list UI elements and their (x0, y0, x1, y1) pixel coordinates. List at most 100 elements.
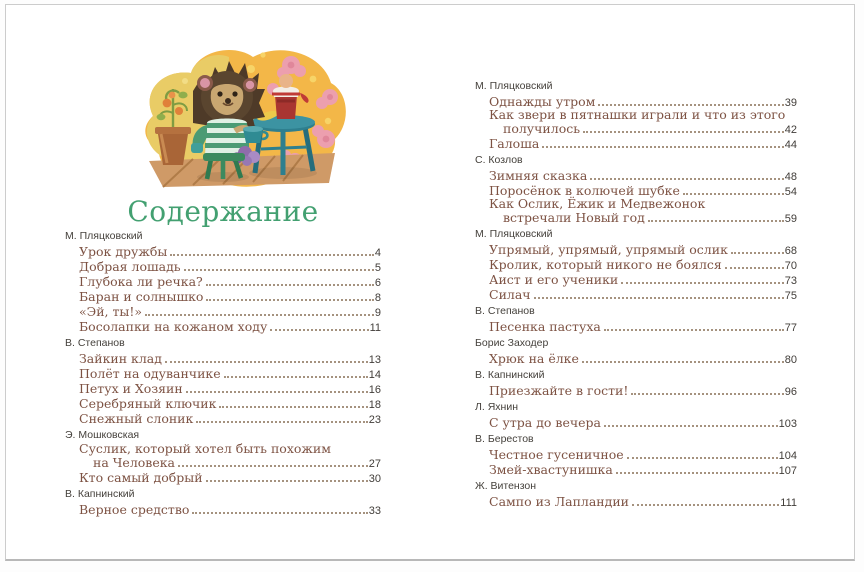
entry-title: Босолапки на кожаном ходу (79, 319, 268, 334)
dot-leader (164, 361, 368, 363)
toc-author: М. Пляцковский (475, 80, 553, 92)
entry-title: Глубока ли речка? (79, 274, 203, 289)
page-number: 11 (369, 322, 381, 334)
side-stool (249, 74, 317, 179)
dot-leader (223, 376, 368, 378)
entry-title: Упрямый, упрямый, упрямый ослик (489, 242, 728, 257)
page-number: 44 (784, 139, 797, 151)
toc-entry-row: Силач 75 (489, 287, 797, 302)
toc-column-right: М. Пляцковский Однажды утром 39 Как звери в… (475, 79, 797, 509)
toc-group: В. Капнинский Верное средство 33 (65, 487, 381, 517)
toc-entry: Как звери в пятнашки играли и что из это… (489, 107, 797, 136)
hedgehog-illustration (123, 31, 349, 191)
toc-group: Э. Мошковская Суслик, который хотел быть … (65, 428, 381, 485)
page-number: 9 (374, 307, 381, 319)
toc-author: В. Берестов (475, 433, 534, 445)
toc-entry-row: Кто самый добрый 30 (79, 470, 381, 485)
toc-entry: Суслик, который хотел быть похожим на Чел… (79, 441, 381, 470)
toc-entry-row: Снежный слоник 23 (79, 411, 381, 426)
toc-column-left: Содержание М. Пляцковский Урок дружбы 4 Доб… (65, 5, 381, 517)
entry-title: Однажды утром (489, 94, 596, 109)
entry-title: Суслик, который хотел быть похожим (79, 441, 331, 456)
toc-items: Упрямый, упрямый, упрямый ослик 68 Кролик,… (475, 242, 797, 302)
dot-leader (206, 299, 374, 301)
toc-entry: Кролик, который никого не боялся 70 (489, 257, 797, 272)
page-number: 75 (784, 290, 797, 302)
entry-title: Кто самый добрый (79, 470, 203, 485)
page-number: 14 (368, 369, 381, 381)
dot-leader (183, 269, 374, 271)
toc-entry: Полёт на одуванчике 14 (79, 366, 381, 381)
dot-leader (145, 314, 374, 316)
toc-entry-row: Верное средство 33 (79, 502, 381, 517)
hedgehog-stool (197, 153, 249, 182)
page-number: 8 (374, 292, 381, 304)
dot-leader (219, 406, 368, 408)
entry-title: Добрая лошадь (79, 259, 181, 274)
toc-entry: Упрямый, упрямый, упрямый ослик 68 (489, 242, 797, 257)
page-number: 13 (368, 354, 381, 366)
dot-leader (185, 391, 368, 393)
toc-entry: Босолапки на кожаном ходу 11 (79, 319, 381, 334)
page-number: 103 (778, 418, 797, 430)
toc-entry: Глубока ли речка? 6 (79, 274, 381, 289)
toc-group: В. Степанов Зайкин клад 13 Полёт на одуванч… (65, 336, 381, 426)
dot-leader (196, 421, 368, 423)
dot-leader (603, 425, 778, 427)
banana (257, 111, 281, 121)
toc-items: Зимняя сказка 48 Поросёнок в колючей шубке… (475, 168, 797, 225)
dot-leader (192, 512, 368, 514)
entry-title: Полёт на одуванчике (79, 366, 221, 381)
dot-leader (615, 472, 778, 474)
dot-leader (583, 131, 784, 133)
toc-entry: Честное гусеничное 104 (489, 447, 797, 462)
toc-entry-row: Сампо из Лапландии 111 (489, 494, 797, 509)
entry-title: Приезжайте в гости! (489, 383, 629, 398)
toc-group: М. Пляцковский Урок дружбы 4 Добрая лошадь 5… (65, 229, 381, 334)
teacup (243, 126, 269, 143)
toc-entry: Верное средство 33 (79, 502, 381, 517)
toc-entry-row: получилось 42 (489, 121, 797, 136)
toc-entry: Как Ослик, Ёжик и Медвежонок встречали Но… (489, 197, 797, 225)
toc-entry-row: Добрая лошадь 5 (79, 259, 381, 274)
toc-entry: Однажды утром 39 (489, 94, 797, 109)
toc-entry-row: Урок дружбы 4 (79, 244, 381, 259)
entry-title: Зимняя сказка (489, 168, 588, 183)
toc-author: Л. Яхнин (475, 401, 519, 413)
toc-items: Зайкин клад 13 Полёт на одуванчике 14 Петух … (65, 351, 381, 426)
page-number: 48 (784, 171, 797, 183)
toc-entry: Аист и его ученики 73 (489, 272, 797, 287)
entry-title: Петух и Хозяин (79, 381, 183, 396)
dot-leader (205, 480, 368, 482)
entry-title: Кролик, который никого не боялся (489, 257, 722, 272)
toc-list-left: М. Пляцковский Урок дружбы 4 Добрая лошадь 5… (65, 229, 381, 517)
entry-title: на Человека (93, 455, 175, 470)
toc-items: Однажды утром 39 Как звери в пятнашки игра… (475, 94, 797, 151)
entry-title: Поросёнок в колючей шубке (489, 183, 680, 198)
entry-title: Сампо из Лапландии (489, 494, 629, 509)
toc-entry-row: на Человека 27 (79, 455, 381, 470)
toc-author: В. Капнинский (475, 369, 545, 381)
page-number: 70 (784, 260, 797, 272)
toc-entry-row: Упрямый, упрямый, упрямый ослик 68 (489, 242, 797, 257)
toc-entry-row: Змей-хвастунишка 107 (489, 462, 797, 477)
page-number: 30 (368, 473, 381, 485)
toc-items: Суслик, который хотел быть похожим на Чел… (65, 441, 381, 485)
dot-leader (647, 220, 784, 222)
toc-entry-row: Зимняя сказка 48 (489, 168, 797, 183)
entry-title: Баран и солнышко (79, 289, 204, 304)
toc-author: М. Пляцковский (65, 230, 143, 242)
toc-author: В. Степанов (65, 337, 125, 349)
toc-items: Верное средство 33 (65, 502, 381, 517)
page-number: 73 (784, 275, 797, 287)
entry-title: Как звери в пятнашки играли и что из это… (489, 107, 786, 122)
toc-entry-row: Хрюк на ёлке 80 (489, 351, 797, 366)
dot-leader (590, 178, 784, 180)
entry-title: Честное гусеничное (489, 447, 624, 462)
toc-group: М. Пляцковский Однажды утром 39 Как звери в… (475, 79, 797, 151)
page-number: 4 (374, 247, 381, 259)
toc-entry-row: Босолапки на кожаном ходу 11 (79, 319, 381, 334)
entry-title: «Эй, ты!» (79, 304, 143, 319)
toc-entry: Урок дружбы 4 (79, 244, 381, 259)
page-number: 59 (784, 213, 797, 225)
